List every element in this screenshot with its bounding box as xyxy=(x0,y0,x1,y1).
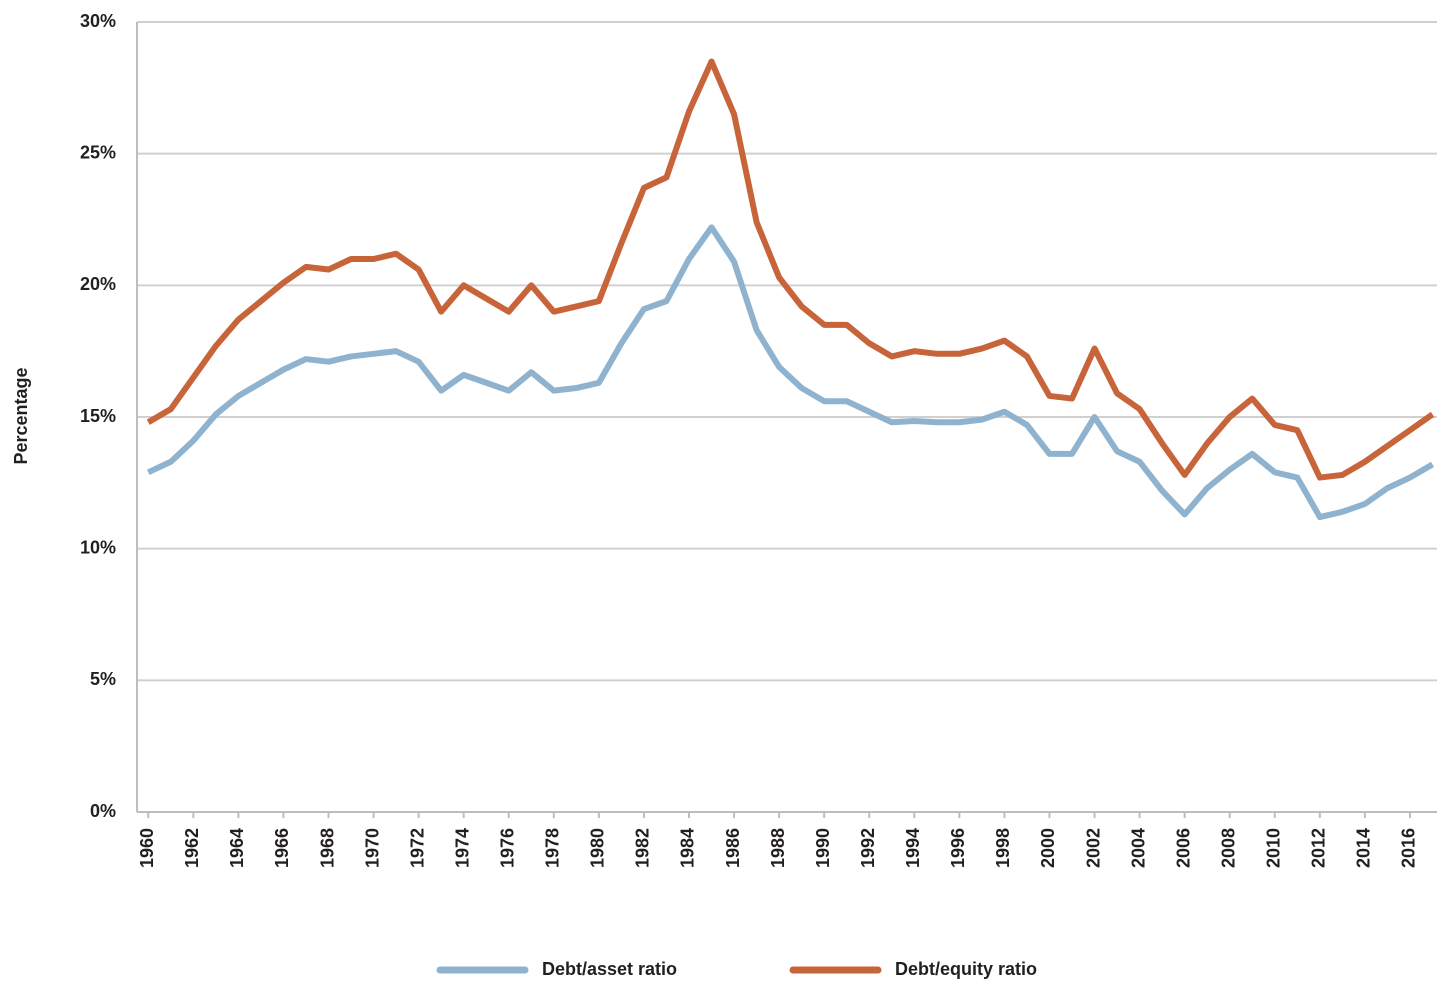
x-tick-label: 1980 xyxy=(588,828,608,868)
y-tick-label: 15% xyxy=(80,406,116,426)
legend-label: Debt/asset ratio xyxy=(542,959,677,979)
x-tick-label: 2010 xyxy=(1264,828,1284,868)
x-tick-label: 1962 xyxy=(182,828,202,868)
x-tick-label: 1968 xyxy=(317,828,337,868)
x-tick-label: 1992 xyxy=(858,828,878,868)
legend-label: Debt/equity ratio xyxy=(895,959,1037,979)
x-tick-label: 2000 xyxy=(1038,828,1058,868)
x-tick-label: 1986 xyxy=(723,828,743,868)
y-tick-label: 25% xyxy=(80,142,116,162)
x-tick-label: 1990 xyxy=(813,828,833,868)
data-line xyxy=(146,224,1435,521)
y-tick-label: 0% xyxy=(90,801,116,821)
x-tick-label: 1966 xyxy=(272,828,292,868)
x-tick-label: 1984 xyxy=(678,828,698,868)
x-tick-label: 1994 xyxy=(903,828,923,868)
x-tick-label: 2012 xyxy=(1309,828,1329,868)
x-tick-label: 1974 xyxy=(452,828,472,868)
x-tick-label: 1978 xyxy=(543,828,563,868)
x-tick-label: 1996 xyxy=(948,828,968,868)
x-tick-label: 1982 xyxy=(633,828,653,868)
y-axis-label: Percentage xyxy=(11,367,31,464)
x-tick-label: 2004 xyxy=(1128,828,1148,868)
y-tick-label: 10% xyxy=(80,537,116,557)
x-tick-label: 1972 xyxy=(407,828,427,868)
x-tick-label: 2006 xyxy=(1173,828,1193,868)
x-tick-label: 1960 xyxy=(137,828,157,868)
x-tick-label: 1964 xyxy=(227,828,247,868)
y-tick-label: 20% xyxy=(80,274,116,294)
data-line xyxy=(146,58,1435,481)
x-tick-label: 1976 xyxy=(498,828,518,868)
x-tick-label: 1970 xyxy=(362,828,382,868)
x-tick-label: 2016 xyxy=(1399,828,1419,868)
x-tick-label: 2002 xyxy=(1083,828,1103,868)
y-tick-label: 30% xyxy=(80,11,116,31)
x-tick-label: 2008 xyxy=(1218,828,1238,868)
x-tick-label: 1988 xyxy=(768,828,788,868)
x-tick-label: 2014 xyxy=(1354,828,1374,868)
y-tick-label: 5% xyxy=(90,669,116,689)
x-tick-label: 1998 xyxy=(993,828,1013,868)
